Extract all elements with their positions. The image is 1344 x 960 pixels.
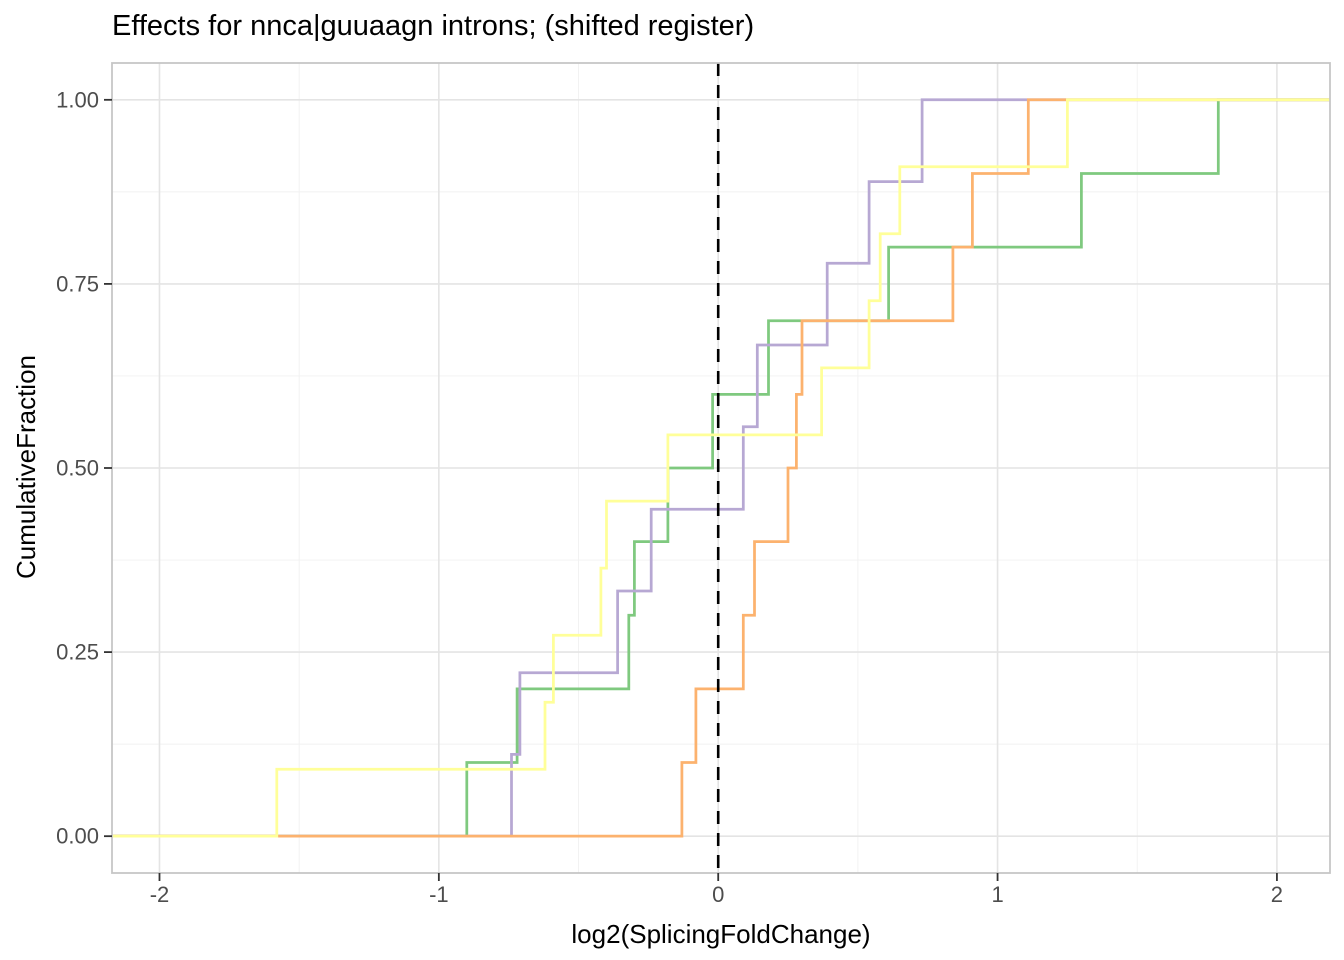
x-tick-label: -1 [429, 882, 449, 907]
x-tick-label: 0 [712, 882, 724, 907]
x-tick-label: -2 [150, 882, 170, 907]
y-axis-title: CumulativeFraction [11, 355, 41, 579]
x-tick-label: 1 [991, 882, 1003, 907]
y-tick-label: 0.75 [56, 271, 99, 296]
ecdf-line-yellow [112, 98, 1330, 838]
ecdf-line-green [112, 98, 1330, 838]
y-tick-label: 1.00 [56, 87, 99, 112]
chart-title: Effects for nnca|guuaagn introns; (shift… [112, 10, 755, 42]
ecdf-line-orange [112, 98, 1330, 838]
y-tick-label: 0.00 [56, 824, 99, 849]
y-tick-label: 0.50 [56, 456, 99, 481]
x-axis-title: log2(SplicingFoldChange) [571, 919, 871, 949]
ecdf-line-purple [112, 98, 1330, 838]
y-tick-label: 0.25 [56, 640, 99, 665]
x-tick-label: 2 [1271, 882, 1283, 907]
